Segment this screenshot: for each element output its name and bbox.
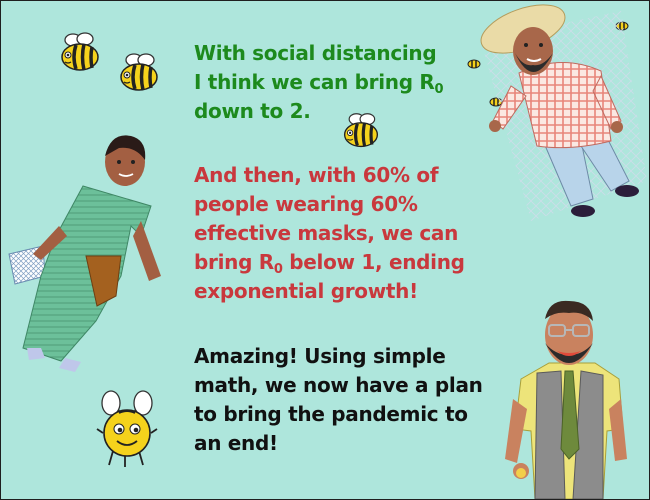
speech-line: math, we now have a plan: [194, 371, 483, 400]
speech-line: down to 2.: [194, 97, 443, 126]
speech-text: bring R: [194, 250, 274, 274]
speech-text: Amazing! Using simple: [194, 344, 446, 368]
speech-text: down to 2.: [194, 99, 311, 123]
speech-line: to bring the pandemic to: [194, 400, 483, 429]
r0-subscript: 0: [434, 82, 444, 97]
speech-text: With social distancing: [194, 41, 437, 65]
man-with-hat-illustration: [480, 4, 647, 221]
small-bee-icon: [467, 59, 481, 69]
speech-text: exponential growth!: [194, 279, 418, 303]
speech-line: I think we can bring R0: [194, 68, 444, 97]
speech-line: exponential growth!: [194, 277, 465, 306]
smiling-bee-icon: [96, 390, 158, 467]
speech-text: to bring the pandemic to: [194, 402, 468, 426]
speech-text: I think we can bring R: [194, 70, 435, 94]
speech-amazing: Amazing! Using simple math, we now have …: [194, 342, 483, 458]
speech-text: math, we now have a plan: [194, 373, 483, 397]
bee-icon: [61, 32, 99, 71]
speech-text: an end!: [194, 431, 278, 455]
speech-masks: And then, with 60% of people wearing 60%…: [194, 161, 465, 306]
speech-text: below 1, ending: [282, 250, 465, 274]
speech-text: And then, with 60% of: [194, 163, 439, 187]
speech-line: an end!: [194, 429, 483, 458]
speech-social-distancing: With social distancing I think we can br…: [194, 39, 444, 126]
speech-text: people wearing 60%: [194, 192, 418, 216]
man-with-vest-illustration: [505, 300, 627, 499]
speech-line: With social distancing: [194, 39, 443, 68]
bee-icon: [343, 113, 379, 148]
speech-text: effective masks, we can: [194, 221, 459, 245]
speech-line: people wearing 60%: [194, 190, 465, 219]
bee-icon: [120, 53, 158, 91]
woman-in-sari-illustration: [8, 135, 161, 372]
r0-subscript: 0: [273, 262, 283, 277]
speech-line: effective masks, we can: [194, 219, 465, 248]
speech-line: Amazing! Using simple: [194, 342, 483, 371]
speech-line: And then, with 60% of: [194, 161, 465, 190]
speech-line: bring R0 below 1, ending: [194, 248, 465, 277]
